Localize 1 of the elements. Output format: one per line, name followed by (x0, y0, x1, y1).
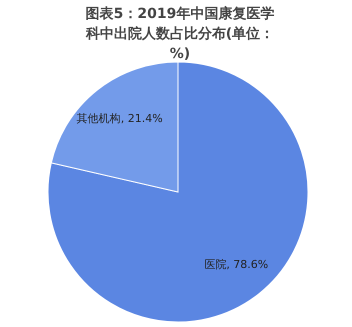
title: 图表5：2019年中国康复医学科中出院人数占比分布(单位：%) (84, 5, 276, 64)
